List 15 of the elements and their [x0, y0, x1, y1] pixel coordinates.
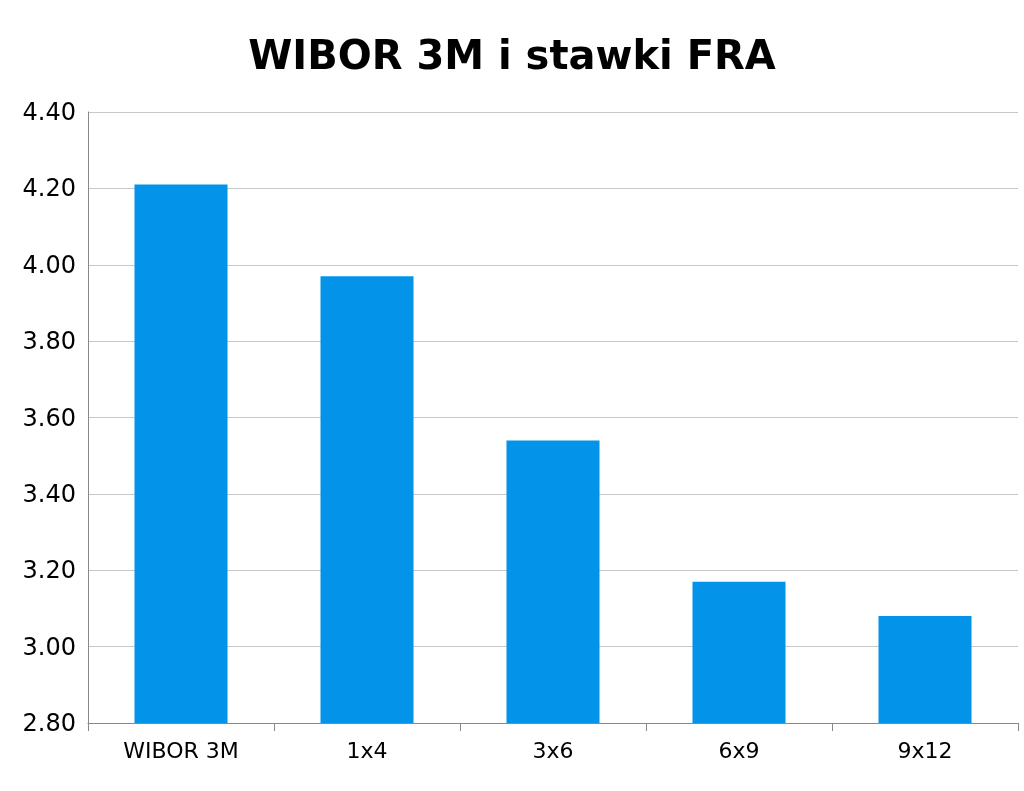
- x-tick-label: 6x9: [718, 737, 760, 763]
- y-tick-label: 4.00: [22, 250, 76, 279]
- x-tick-label: 3x6: [532, 737, 574, 763]
- y-tick-label: 3.40: [22, 479, 76, 508]
- y-tick-label: 3.00: [22, 632, 76, 661]
- y-tick-label: 2.80: [22, 709, 76, 737]
- x-tick-label: 1x4: [346, 737, 388, 763]
- chart-title: WIBOR 3M i stawki FRA: [248, 32, 776, 78]
- y-tick-label: 3.80: [22, 327, 76, 356]
- y-tick-label: 3.60: [22, 403, 76, 432]
- y-tick-label: 3.20: [22, 556, 76, 585]
- x-tick-label: WIBOR 3M: [123, 737, 239, 763]
- y-tick-label: 4.20: [22, 174, 76, 203]
- y-tick-label: 4.40: [22, 98, 76, 126]
- x-tick-label: 9x12: [897, 737, 953, 763]
